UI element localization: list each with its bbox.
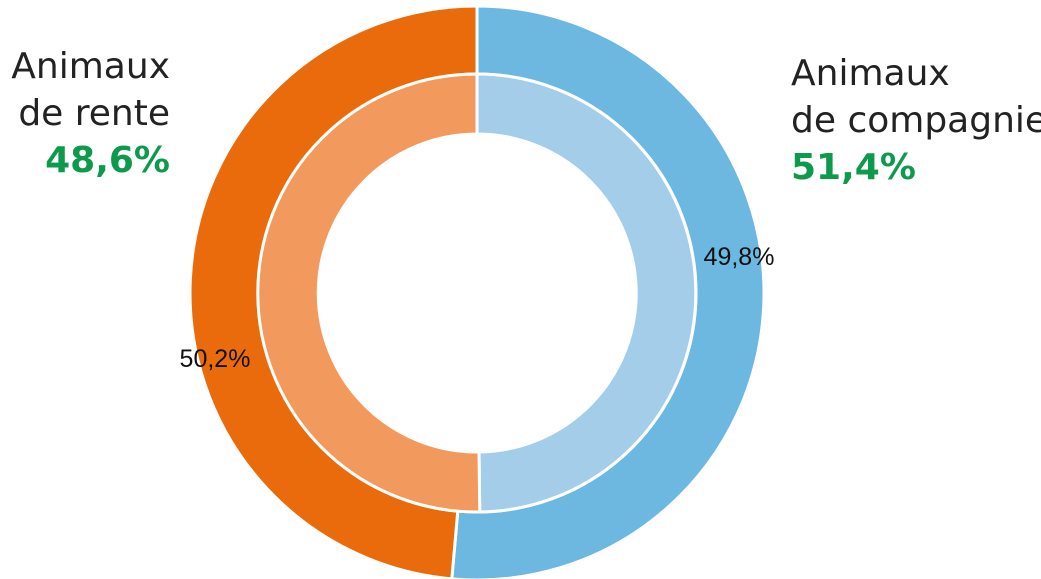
label-line: de rente (18, 93, 170, 134)
outer-value-label: 48,6% (45, 140, 170, 181)
outer-value-label: 51,4% (791, 147, 916, 188)
legend-label-animaux-de-rente: Animaux de rente 48,6% (0, 43, 170, 184)
label-line: Animaux (11, 46, 170, 87)
inner-ring (256, 72, 698, 514)
label-line: Animaux (791, 53, 950, 94)
inner-slice-1 (256, 72, 482, 514)
legend-label-animaux-de-compagnie: Animaux de compagnie 51,4% (791, 50, 1041, 191)
inner-ring-labels: 49,8% 50,2% (180, 243, 775, 373)
inner-value-label: 49,8% (704, 243, 775, 271)
label-line: de compagnie (791, 100, 1041, 141)
inner-slice-0 (475, 72, 698, 514)
inner-value-label: 50,2% (180, 345, 251, 373)
